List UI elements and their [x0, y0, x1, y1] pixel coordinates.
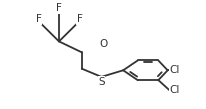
Text: F: F: [56, 3, 62, 13]
Text: F: F: [76, 14, 82, 24]
Text: F: F: [35, 14, 41, 24]
Text: O: O: [99, 39, 107, 49]
Text: S: S: [98, 77, 104, 87]
Text: Cl: Cl: [169, 85, 179, 95]
Text: Cl: Cl: [169, 65, 179, 75]
